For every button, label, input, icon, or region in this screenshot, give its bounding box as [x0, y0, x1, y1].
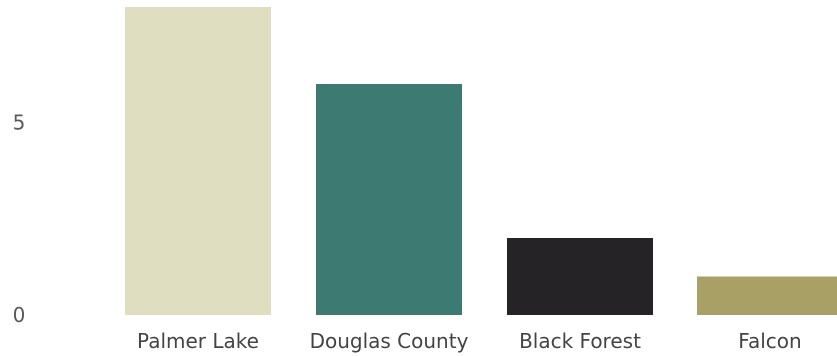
- x-tick-label: Falcon: [738, 329, 801, 353]
- x-tick-label: Palmer Lake: [137, 329, 259, 353]
- bars: [125, 7, 837, 315]
- x-tick-label: Black Forest: [519, 329, 641, 353]
- y-tick-label: 5: [13, 111, 26, 135]
- bar-falcon[interactable]: [697, 276, 837, 316]
- x-axis: Palmer Lake Douglas County Black Forest Fal…: [137, 329, 802, 353]
- y-axis: 05: [13, 111, 26, 328]
- x-tick-label: Douglas County: [310, 329, 469, 353]
- y-tick-label: 0: [13, 303, 26, 327]
- bar-palmer-lake[interactable]: [125, 7, 271, 315]
- bar-black-forest[interactable]: [507, 238, 653, 315]
- bar-douglas-county[interactable]: [316, 84, 462, 315]
